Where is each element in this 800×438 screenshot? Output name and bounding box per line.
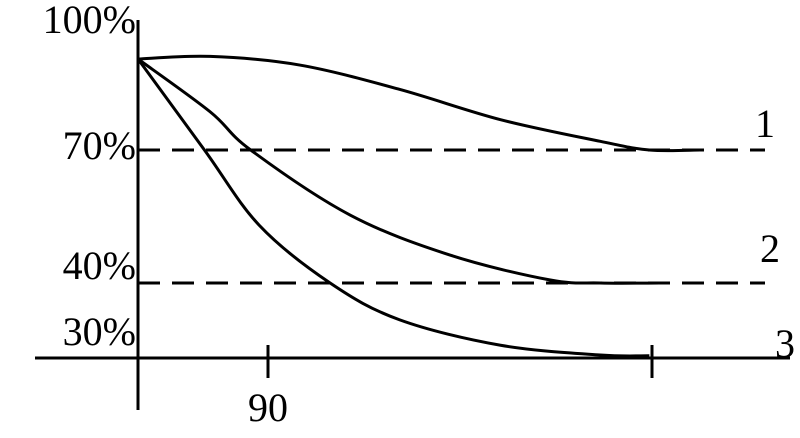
y-tick-label: 70% bbox=[63, 123, 136, 168]
curve bbox=[136, 58, 650, 358]
curve-label: 1 bbox=[755, 101, 775, 146]
curve-label: 2 bbox=[760, 226, 780, 271]
y-tick-label: 30% bbox=[63, 309, 136, 354]
curve bbox=[137, 54, 700, 153]
y-tick-label: 40% bbox=[63, 243, 136, 288]
curve-label: 3 bbox=[775, 321, 795, 366]
y-tick-label: 100% bbox=[43, 0, 136, 42]
curve bbox=[137, 57, 660, 285]
x-tick-label: 90 bbox=[248, 385, 288, 430]
